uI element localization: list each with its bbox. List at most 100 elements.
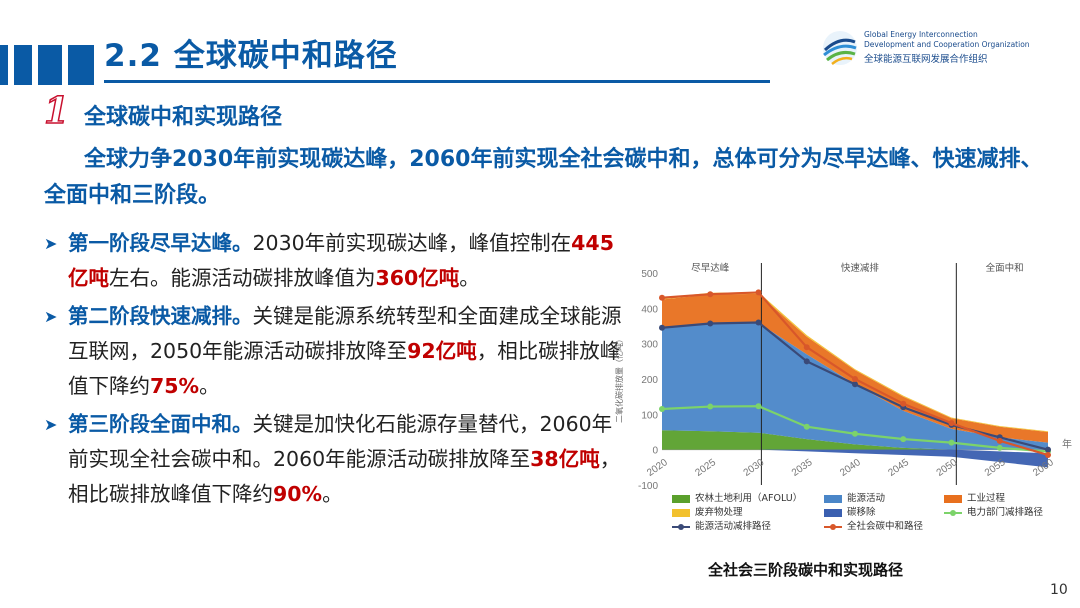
area-carbon-removal (662, 449, 1048, 468)
legend-item: 工业过程 (944, 492, 1005, 505)
intro-paragraph: 全球力争2030年前实现碳达峰，2060年前实现全社会碳中和，总体可分为尽早达峰… (44, 147, 1043, 208)
data-point (948, 420, 955, 427)
data-point (1045, 446, 1051, 453)
data-point (1045, 451, 1051, 458)
data-point (803, 358, 810, 365)
legend-line-marker (672, 523, 690, 530)
y-tick-label: 500 (641, 269, 658, 280)
x-tick-label: 2040 (838, 457, 863, 479)
x-tick-label: 2030 (742, 457, 767, 479)
legend-item: 农林土地利用（AFOLU） (672, 492, 802, 505)
organization-logo: Global Energy Interconnection Developmen… (820, 28, 1050, 68)
bullet-text: ，相比碳排放峰值下降约 (68, 339, 621, 398)
data-point (707, 320, 714, 327)
bullet-text: ，相比碳排放峰值下降约 (68, 447, 621, 506)
legend-item: 碳移除 (824, 506, 876, 519)
data-point (707, 403, 714, 410)
legend-label: 能源活动 (847, 493, 886, 504)
data-point (948, 439, 955, 446)
y-tick-label: 100 (641, 410, 658, 421)
legend-line-marker (944, 509, 962, 516)
x-tick-label: 2025 (693, 457, 718, 479)
legend-label: 碳移除 (847, 507, 876, 518)
phase-bullet-list: ➤ 第一阶段尽早达峰。2030年前实现碳达峰，峰值控制在445亿吨左右。能源活动… (44, 226, 624, 515)
legend-swatch (672, 494, 690, 503)
data-point (707, 291, 714, 298)
legend-line-marker (824, 523, 842, 530)
section-title: 全球碳中和实现路径 (84, 105, 283, 130)
legend-swatch (672, 508, 690, 517)
y-tick-label: -100 (638, 481, 658, 492)
data-point (659, 294, 665, 301)
bullet-text: 关键是加快化石能源存量替代，2060年前实现全社会碳中和。2060年能源活动碳排… (68, 412, 613, 471)
page-number: 10 (1050, 582, 1068, 598)
data-point (803, 344, 810, 351)
data-point (996, 444, 1003, 451)
data-point (755, 403, 762, 410)
legend-label: 工业过程 (967, 493, 1006, 504)
legend-label: 电力部门减排路径 (967, 507, 1044, 518)
bullet-phase-2: ➤ 第二阶段快速减排。关键是能源系统转型和全面建成全球能源互联网，2050年能源… (44, 299, 624, 404)
bullet-highlight: 92亿吨 (407, 339, 477, 363)
chart-caption: 全社会三阶段碳中和实现路径 (708, 561, 904, 579)
bullet-heading: 第二阶段快速减排。 (68, 304, 253, 328)
bullet-highlight: 90% (273, 482, 323, 506)
y-axis-label: 二氧化碳排放量（亿吨） (614, 335, 624, 423)
section-number: 1 (43, 89, 70, 133)
y-tick-label: 400 (641, 304, 658, 315)
legend-item: 能源活动 (824, 492, 885, 505)
bullet-heading: 第一阶段尽早达峰。 (68, 231, 253, 255)
phase-label: 快速减排 (841, 262, 880, 274)
y-tick-label: 300 (641, 340, 658, 351)
x-tick-label: 2020 (645, 457, 670, 479)
legend-swatch (824, 494, 842, 503)
data-point (755, 289, 762, 296)
legend-item: 电力部门减排路径 (944, 506, 1043, 519)
phase-label: 尽早达峰 (691, 262, 730, 274)
arrow-bullet-icon: ➤ (44, 415, 58, 434)
data-point (852, 376, 858, 382)
data-point (900, 436, 907, 443)
bullet-heading: 第三阶段全面中和。 (68, 412, 253, 436)
x-axis-unit: 年 (1062, 438, 1072, 451)
bullet-text: 2030年前实现碳达峰，峰值控制在 (252, 231, 572, 255)
page-title: 2.2 全球碳中和路径 (104, 38, 398, 74)
bullet-text: 。 (199, 374, 220, 398)
y-tick-label: 200 (641, 375, 658, 386)
legend-label: 农林土地利用（AFOLU） (695, 493, 803, 504)
data-point (852, 430, 858, 437)
legend-item: 全社会碳中和路径 (824, 520, 923, 533)
legend-item: 废弃物处理 (672, 506, 743, 519)
arrow-bullet-icon: ➤ (44, 234, 58, 253)
legend-label: 废弃物处理 (695, 507, 743, 518)
legend-label: 能源活动减排路径 (695, 521, 772, 532)
legend-item: 能源活动减排路径 (672, 520, 771, 533)
bullet-text: 关键是能源系统转型和全面建成全球能源互联网，2050年能源活动碳排放降至 (68, 304, 622, 363)
logo-english-name: Global Energy Interconnection Developmen… (864, 30, 1030, 49)
data-point (803, 423, 810, 430)
legend-label: 全社会碳中和路径 (847, 521, 924, 532)
bullet-highlight: 360亿吨 (375, 266, 460, 290)
bullet-phase-3: ➤ 第三阶段全面中和。关键是加快化石能源存量替代，2060年前实现全社会碳中和。… (44, 407, 624, 512)
data-point (755, 319, 762, 326)
data-point (852, 381, 858, 388)
bullet-text: 。 (459, 266, 480, 290)
logo-chinese-name: 全球能源互联网发展合作组织 (864, 54, 988, 65)
bullet-highlight: 75% (150, 374, 200, 398)
legend-swatch (824, 508, 842, 517)
x-tick-label: 2045 (886, 457, 911, 479)
legend-swatch (944, 494, 962, 503)
data-point (996, 437, 1003, 444)
y-tick-label: 0 (652, 446, 658, 457)
data-point (659, 406, 665, 413)
carbon-pathway-chart: 500 400 300 200 100 0 -100 二氧化碳排放量（亿吨） 尽早达峰 快速减排 全… (614, 262, 1072, 492)
title-underline (104, 80, 770, 83)
bullet-text: 。 (322, 482, 343, 506)
bullet-highlight: 445亿吨 (68, 231, 614, 290)
x-tick-label: 2035 (790, 457, 815, 479)
data-point (900, 400, 907, 407)
arrow-bullet-icon: ➤ (44, 307, 58, 326)
globe-logo-icon (823, 31, 857, 65)
bullet-highlight: 38亿吨 (530, 447, 600, 471)
bullet-text: 左右。能源活动碳排放峰值为 (109, 266, 376, 290)
